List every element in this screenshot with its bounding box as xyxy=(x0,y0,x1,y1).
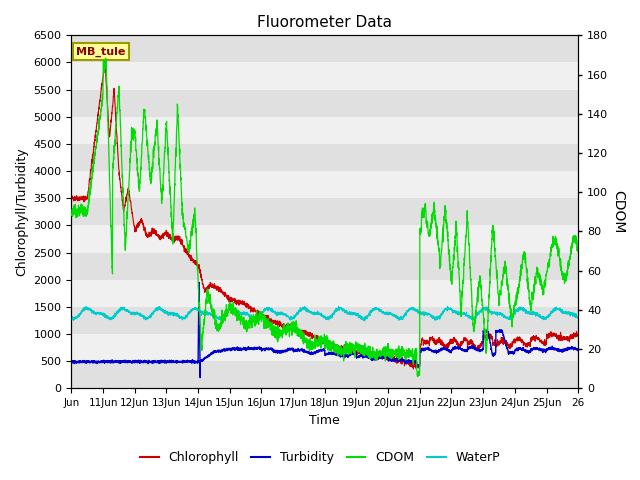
Bar xyxy=(72,171,578,198)
Y-axis label: CDOM: CDOM xyxy=(611,190,625,233)
Bar xyxy=(72,36,578,62)
Bar xyxy=(72,307,578,334)
Bar xyxy=(72,62,578,90)
Bar xyxy=(72,198,578,226)
Bar xyxy=(72,117,578,144)
Bar xyxy=(72,144,578,171)
Legend: Chlorophyll, Turbidity, CDOM, WaterP: Chlorophyll, Turbidity, CDOM, WaterP xyxy=(135,446,505,469)
Title: Fluorometer Data: Fluorometer Data xyxy=(257,15,392,30)
Y-axis label: Chlorophyll/Turbidity: Chlorophyll/Turbidity xyxy=(15,147,28,276)
Bar xyxy=(72,280,578,307)
Bar xyxy=(72,252,578,280)
Text: MB_tule: MB_tule xyxy=(76,47,125,57)
X-axis label: Time: Time xyxy=(309,414,340,427)
Bar xyxy=(72,90,578,117)
Bar xyxy=(72,334,578,361)
Bar xyxy=(72,226,578,252)
Bar xyxy=(72,361,578,388)
